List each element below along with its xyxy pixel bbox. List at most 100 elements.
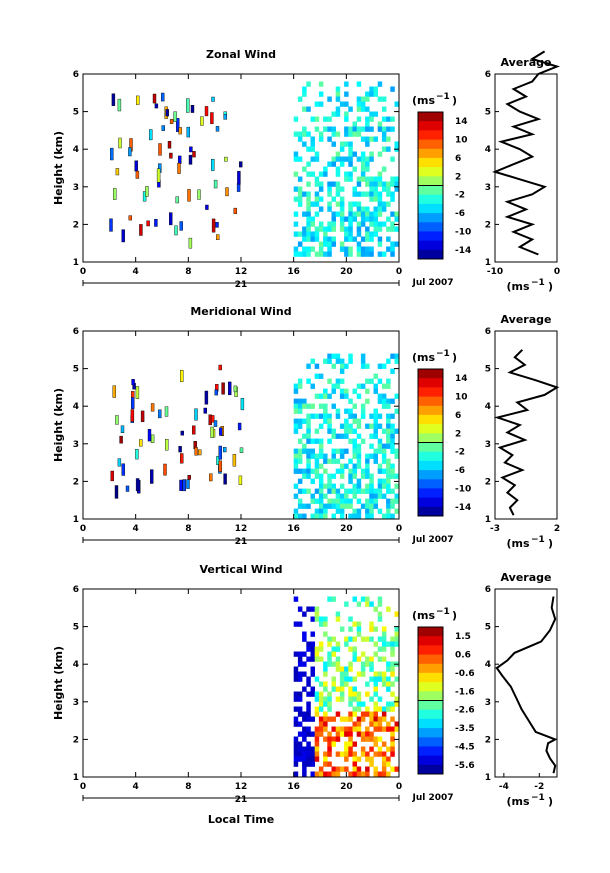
average-y-tick-label: 1 <box>485 258 491 268</box>
heatmap-cell <box>352 596 357 602</box>
heatmap-blob <box>178 127 182 135</box>
heatmap-cell <box>331 716 336 722</box>
heatmap-cell <box>356 201 362 207</box>
heatmap-cell <box>323 116 328 122</box>
heatmap-cell <box>293 508 299 514</box>
x-tick-label: 4 <box>133 267 139 277</box>
heatmap-cell <box>339 681 345 687</box>
heatmap-cell <box>390 701 395 707</box>
heatmap-cell <box>386 463 391 469</box>
heatmap-cell <box>377 236 383 242</box>
heatmap-cell <box>344 81 349 87</box>
heatmap-cell <box>339 226 345 232</box>
heatmap-cell <box>323 408 328 414</box>
heatmap-cell <box>373 691 378 697</box>
heatmap-cell <box>306 246 311 252</box>
heatmap-cell <box>348 686 353 692</box>
date-label: 21 <box>235 537 248 547</box>
heatmap-cell <box>381 756 387 762</box>
heatmap-blob <box>239 447 244 453</box>
heatmap-cell <box>297 438 303 444</box>
heatmap-cell <box>314 498 320 504</box>
heatmap-cell <box>331 488 336 494</box>
heatmap-cell <box>318 493 324 499</box>
heatmap-cell <box>318 438 324 444</box>
heatmap-cell <box>293 596 299 602</box>
average-unit-exp: −1 <box>531 278 545 288</box>
heatmap-cell <box>365 483 370 489</box>
colorbar-unit: (ms <box>412 351 435 364</box>
heatmap-cell <box>306 161 311 167</box>
heatmap-cell <box>323 711 328 717</box>
average-y-tick-label: 2 <box>485 220 491 230</box>
heatmap-blob <box>111 93 116 106</box>
colorbar-segment <box>418 636 443 646</box>
heatmap-cell <box>390 706 395 712</box>
heatmap-cell <box>323 503 328 509</box>
heatmap-cell <box>394 393 399 399</box>
heatmap-cell <box>293 463 299 469</box>
heatmap-cell <box>318 513 324 519</box>
heatmap-blob <box>210 158 215 171</box>
heatmap-cell <box>365 236 370 242</box>
colorbar-segment <box>418 746 443 756</box>
heatmap-cell <box>314 116 320 122</box>
heatmap-cell <box>310 201 315 207</box>
heatmap-cell <box>297 403 303 409</box>
heatmap-cell <box>377 616 383 622</box>
heatmap-cell <box>381 126 387 132</box>
heatmap-cell <box>369 736 374 742</box>
heatmap-cell <box>356 101 362 107</box>
y-tick-label: 6 <box>73 70 79 80</box>
heatmap-cell <box>352 696 357 702</box>
heatmap-cell <box>356 206 362 212</box>
panel-title: Meridional Wind <box>190 305 291 318</box>
heatmap-cell <box>369 483 374 489</box>
heatmap-cell <box>339 206 345 212</box>
heatmap-cell <box>348 616 353 622</box>
heatmap-blob <box>135 170 140 179</box>
average-frame <box>494 588 558 778</box>
heatmap-cell <box>310 641 315 647</box>
heatmap-cell <box>365 211 370 217</box>
heatmap-cell <box>369 246 374 252</box>
heatmap-cell <box>373 711 378 717</box>
heatmap-cell <box>339 423 345 429</box>
heatmap-cell <box>369 676 374 682</box>
heatmap-cell <box>327 746 332 752</box>
heatmap-cell <box>327 206 332 212</box>
x-tick-label: 0 <box>80 524 86 534</box>
heatmap-blob <box>178 446 182 453</box>
heatmap-cell <box>306 438 311 444</box>
heatmap-cell <box>306 196 311 202</box>
heatmap-cell <box>360 651 366 657</box>
heatmap-cell <box>360 106 366 112</box>
heatmap-cell <box>386 423 391 429</box>
heatmap-cell <box>293 388 299 394</box>
heatmap-cell <box>302 611 307 617</box>
heatmap-cell <box>360 246 366 252</box>
heatmap-blob <box>186 479 190 489</box>
heatmap-cell <box>306 211 311 217</box>
heatmap-cell <box>360 408 366 414</box>
average-y-tick-label: 3 <box>485 183 491 193</box>
heatmap-cell <box>310 246 315 252</box>
heatmap-cell <box>331 651 336 657</box>
heatmap-cell <box>360 736 366 742</box>
heatmap-cell <box>373 111 378 117</box>
heatmap-cell <box>318 251 324 257</box>
heatmap-cell <box>327 226 332 232</box>
heatmap-cell <box>373 706 378 712</box>
heatmap-cell <box>339 358 345 364</box>
heatmap-cell <box>335 151 341 157</box>
heatmap-cell <box>365 513 370 519</box>
heatmap-cell <box>335 666 341 672</box>
heatmap-cell <box>377 438 383 444</box>
heatmap-cell <box>306 231 311 237</box>
heatmap-cell <box>306 418 311 424</box>
heatmap-cell <box>331 503 336 509</box>
heatmap-cell <box>323 126 328 132</box>
heatmap-cell <box>390 463 395 469</box>
heatmap-cell <box>335 131 341 137</box>
heatmap-blob <box>219 427 223 436</box>
